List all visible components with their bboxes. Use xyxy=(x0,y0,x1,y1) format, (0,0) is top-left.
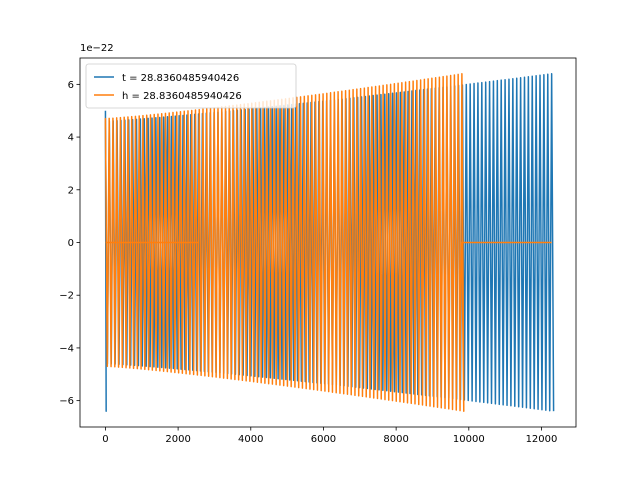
y-tick-label: −4 xyxy=(59,343,74,354)
y-tick-label: 4 xyxy=(68,133,74,144)
x-tick-label: 8000 xyxy=(383,434,408,445)
x-tick-label: 6000 xyxy=(311,434,336,445)
y-offset-text: 1e−22 xyxy=(80,43,114,54)
legend-label: h = 28.8360485940426 xyxy=(122,91,242,102)
x-tick-label: 0 xyxy=(102,434,108,445)
x-tick-label: 10000 xyxy=(453,434,485,445)
legend-label: t = 28.8360485940426 xyxy=(122,73,239,84)
y-tick-label: 0 xyxy=(68,238,74,249)
x-axis: 0 2000 4000 6000 8000 10000 12000 xyxy=(102,427,557,445)
y-tick-label: −2 xyxy=(59,291,74,302)
y-tick-label: 2 xyxy=(68,185,74,196)
x-tick-label: 12000 xyxy=(526,434,558,445)
x-tick-label: 2000 xyxy=(165,434,190,445)
legend-box xyxy=(85,63,297,109)
y-tick-label: 6 xyxy=(68,80,74,91)
y-tick-label: −6 xyxy=(59,396,74,407)
legend: t = 28.8360485940426 h = 28.8360485940426 xyxy=(85,63,297,109)
y-axis: −6 −4 −2 0 2 4 6 xyxy=(59,80,80,407)
x-tick-label: 4000 xyxy=(238,434,263,445)
series-layer xyxy=(104,73,555,412)
